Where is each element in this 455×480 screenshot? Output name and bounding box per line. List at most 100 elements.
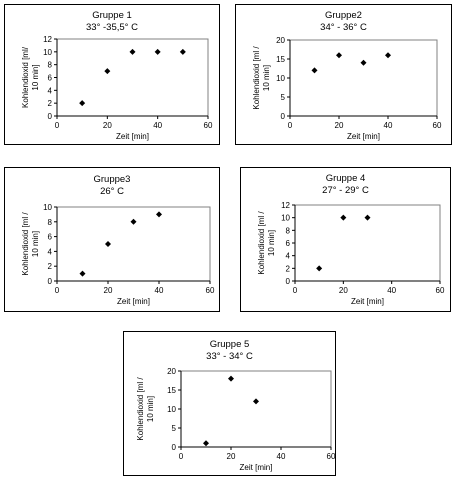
chart-title: Gruppe3 (93, 174, 131, 185)
chart-subtitle: 26° C (100, 186, 124, 197)
x-tick-label: 20 (335, 121, 344, 130)
x-tick-label: 40 (384, 121, 393, 130)
chart-subtitle: 34° - 36° C (320, 22, 367, 33)
y-tick-label: 12 (43, 35, 52, 44)
y-tick-label: 4 (48, 86, 53, 95)
y-tick-label: 10 (281, 214, 290, 223)
y-tick-label: 10 (43, 48, 52, 57)
chart-panel-2: Gruppe2 34° - 36° C 0 5 10 15 20 0 20 40 60 Zeit … (235, 4, 452, 145)
x-tick-label: 20 (227, 452, 236, 461)
x-axis-label: Zeit [min] (351, 297, 384, 306)
plot-area (56, 206, 211, 282)
y-tick-label: 0 (281, 112, 286, 121)
data-point (129, 48, 136, 55)
x-tick-label: 20 (103, 121, 112, 130)
chart-panel-3: Gruppe3 26° C 0 2 4 6 8 10 0 20 40 60 Zeit [min] Ko… (4, 167, 220, 312)
x-tick-label: 60 (204, 121, 213, 130)
x-tick-label: 60 (433, 121, 442, 130)
x-axis-label: Zeit [min] (117, 297, 150, 306)
y-tick-label: 6 (48, 74, 53, 83)
chart-subtitle: 33° -35,5° C (86, 22, 138, 33)
y-tick-label: 6 (48, 233, 53, 242)
x-tick-label: 40 (277, 452, 286, 461)
x-tick-label: 40 (153, 121, 162, 130)
y-tick-label: 0 (286, 277, 291, 286)
data-point (253, 398, 259, 405)
y-tick-label: 6 (286, 239, 291, 248)
x-tick-label: 60 (436, 286, 445, 295)
y-tick-label: 4 (286, 252, 291, 261)
y-tick-label: 4 (48, 247, 53, 256)
chart-subtitle: 33° - 34° C (206, 351, 253, 362)
chart-svg: 0 2 4 6 8 10 12 0 20 40 60 Zeit [min] Kohlendioxid [… (21, 35, 213, 141)
y-tick-label: 8 (48, 218, 53, 227)
data-point (340, 214, 347, 221)
y-tick-label: 12 (281, 201, 290, 210)
y-tick-label: 10 (43, 203, 52, 212)
x-tick-label: 40 (387, 286, 396, 295)
data-point (385, 52, 391, 59)
data-point (311, 67, 318, 74)
x-tick-label: 0 (55, 286, 60, 295)
y-axis-label: Kohlendioxid [ml /10 min] (136, 377, 155, 441)
x-tick-label: 0 (288, 121, 293, 130)
y-tick-label: 0 (48, 277, 53, 286)
x-tick-label: 40 (155, 286, 164, 295)
data-point (360, 59, 367, 66)
y-tick-label: 20 (167, 367, 176, 376)
data-point (79, 270, 86, 277)
chart-svg: 0 5 10 15 20 0 20 40 60 Zeit [min] Kohlendioxid [m… (136, 367, 335, 472)
y-tick-label: 8 (48, 61, 53, 70)
x-axis-label: Zeit [min] (240, 463, 273, 472)
y-tick-label: 8 (286, 226, 291, 235)
chart-title: Gruppe2 (325, 10, 362, 21)
x-tick-label: 60 (206, 286, 215, 295)
chart-title: Gruppe 1 (92, 10, 132, 21)
data-point (104, 68, 111, 75)
x-tick-label: 0 (179, 452, 184, 461)
y-axis-label: Kohlendioxid [ml /10 min] (252, 46, 271, 110)
x-axis-label: Zeit [min] (116, 132, 149, 141)
y-axis-label: Kohlendioxid [ml/10 min] (21, 46, 40, 108)
chart-svg: 0 5 10 15 20 0 20 40 60 Zeit [min] Kohlendioxid [m… (252, 36, 442, 141)
chart-subtitle: 27° - 29° C (322, 185, 369, 196)
data-point (336, 52, 342, 59)
y-tick-label: 10 (276, 74, 285, 83)
y-axis-label: Kohlendioxid [ml /10 min] (257, 211, 276, 275)
chart-panel-1: Gruppe 1 33° -35,5° C 0 2 4 6 8 10 12 0 20 40 60 Ze… (4, 4, 220, 145)
data-point (364, 214, 371, 221)
data-point (203, 440, 209, 447)
chart-title: Gruppe 5 (209, 339, 250, 350)
data-point (130, 218, 137, 225)
chart-panel-4: Gruppe 4 27° - 29° C 0 2 4 6 8 10 12 0 20 40 60 Zei… (240, 167, 451, 312)
y-tick-label: 15 (167, 386, 176, 395)
y-tick-label: 0 (48, 112, 53, 121)
plot-area (180, 370, 332, 448)
data-point (154, 48, 161, 55)
y-tick-label: 0 (172, 443, 177, 452)
x-tick-label: 0 (55, 121, 60, 130)
data-point (156, 211, 162, 218)
chart-panel-5: Gruppe 5 33° - 34° C 0 5 10 15 20 0 20 40 60 Zeit… (123, 331, 336, 476)
chart-svg: 0 2 4 6 8 10 12 0 20 40 60 Zeit [min] Kohlendioxid [… (257, 201, 445, 306)
y-tick-label: 15 (276, 55, 285, 64)
y-tick-label: 5 (281, 93, 286, 102)
y-tick-label: 2 (48, 99, 53, 108)
x-tick-label: 20 (339, 286, 348, 295)
y-tick-label: 20 (276, 36, 285, 45)
plot-area (289, 39, 438, 117)
x-axis-label: Zeit [min] (347, 132, 380, 141)
y-tick-label: 10 (167, 405, 176, 414)
chart-title: Gruppe 4 (325, 173, 366, 184)
data-point (105, 241, 111, 247)
y-axis-label: Kohlendioxid [ml /10 min] (21, 212, 40, 276)
x-tick-label: 0 (293, 286, 298, 295)
x-tick-label: 20 (104, 286, 113, 295)
x-tick-label: 60 (327, 452, 335, 461)
y-tick-label: 5 (172, 424, 177, 433)
data-point (79, 100, 86, 107)
data-point (228, 375, 234, 382)
chart-svg: 0 2 4 6 8 10 0 20 40 60 Zeit [min] Kohlendioxid [ml… (21, 203, 215, 306)
data-point (316, 265, 323, 272)
y-tick-label: 2 (286, 264, 291, 273)
